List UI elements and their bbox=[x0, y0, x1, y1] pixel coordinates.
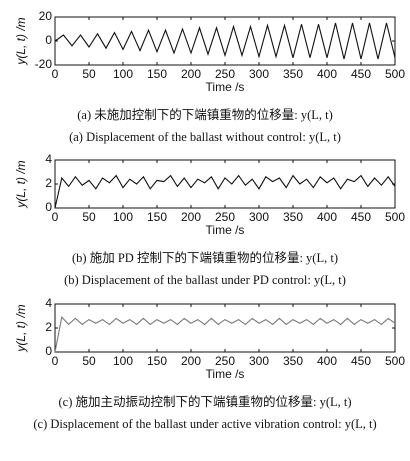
y-tick-label: -20 bbox=[35, 57, 53, 71]
x-tick-label: 500 bbox=[385, 67, 405, 81]
y-tick-label: 4 bbox=[45, 152, 52, 166]
x-axis-label: Time /s bbox=[206, 223, 245, 237]
x-tick-label: 0 bbox=[52, 354, 59, 368]
y-axis-label: y(L, t) /m bbox=[14, 17, 28, 65]
data-line bbox=[54, 316, 396, 353]
x-tick-label: 150 bbox=[147, 67, 167, 81]
x-tick-label: 100 bbox=[113, 210, 133, 224]
y-tick-label: 0 bbox=[45, 33, 52, 47]
caption-en: (a) Displacement of the ballast without … bbox=[69, 130, 341, 144]
x-axis-label: Time /s bbox=[206, 367, 245, 381]
y-axis-label: y(L, t) /m bbox=[14, 304, 28, 352]
data-line bbox=[54, 22, 396, 60]
x-tick-label: 100 bbox=[113, 354, 133, 368]
y-tick-label: 2 bbox=[45, 320, 52, 334]
plot-frame bbox=[54, 303, 396, 353]
x-tick-label: 250 bbox=[215, 210, 235, 224]
caption-zh: (a) 未施加控制下的下端镇重物的位移量: y(L, t) bbox=[77, 108, 333, 122]
y-tick-label: 4 bbox=[45, 296, 52, 310]
y-axis-label: y(L, t) /m bbox=[14, 160, 28, 208]
y-tick-label: 2 bbox=[45, 176, 52, 190]
x-axis-label: Time /s bbox=[206, 80, 245, 94]
x-tick-label: 300 bbox=[249, 67, 269, 81]
x-tick-label: 250 bbox=[215, 67, 235, 81]
x-tick-label: 400 bbox=[317, 354, 337, 368]
caption-zh: (c) 施加主动振动控制下的下端镇重物的位移量: y(L, t) bbox=[58, 395, 352, 409]
x-tick-label: 50 bbox=[82, 210, 96, 224]
x-tick-label: 200 bbox=[181, 210, 201, 224]
x-tick-label: 350 bbox=[283, 210, 303, 224]
x-tick-label: 250 bbox=[215, 354, 235, 368]
x-tick-label: 200 bbox=[181, 67, 201, 81]
y-tick-label: 20 bbox=[39, 9, 53, 23]
x-tick-label: 350 bbox=[283, 354, 303, 368]
y-tick-label: 0 bbox=[45, 344, 52, 358]
x-tick-label: 450 bbox=[351, 354, 371, 368]
caption-zh: (b) 施加 PD 控制下的下端镇重物的位移量: y(L, t) bbox=[72, 251, 338, 265]
x-tick-label: 400 bbox=[317, 210, 337, 224]
x-tick-label: 100 bbox=[113, 67, 133, 81]
x-tick-label: 150 bbox=[147, 354, 167, 368]
x-tick-label: 0 bbox=[52, 67, 59, 81]
x-tick-label: 450 bbox=[351, 67, 371, 81]
x-tick-label: 500 bbox=[385, 210, 405, 224]
y-tick-label: 0 bbox=[45, 200, 52, 214]
x-tick-label: 300 bbox=[249, 210, 269, 224]
x-tick-label: 300 bbox=[249, 354, 269, 368]
caption-en: (b) Displacement of the ballast under PD… bbox=[64, 273, 346, 287]
x-tick-label: 500 bbox=[385, 354, 405, 368]
caption-en: (c) Displacement of the ballast under ac… bbox=[33, 417, 377, 431]
x-tick-label: 0 bbox=[52, 210, 59, 224]
x-tick-label: 50 bbox=[82, 67, 96, 81]
x-tick-label: 200 bbox=[181, 354, 201, 368]
x-tick-label: 350 bbox=[283, 67, 303, 81]
x-tick-label: 150 bbox=[147, 210, 167, 224]
x-tick-label: 450 bbox=[351, 210, 371, 224]
data-line bbox=[54, 174, 396, 209]
x-tick-label: 50 bbox=[82, 354, 96, 368]
x-tick-label: 400 bbox=[317, 67, 337, 81]
